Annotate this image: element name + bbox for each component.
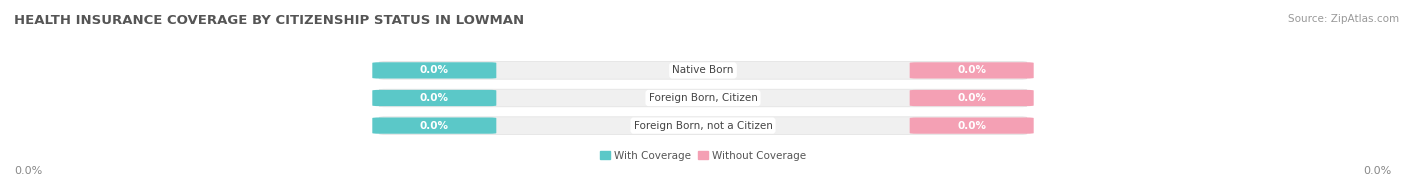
Legend: With Coverage, Without Coverage: With Coverage, Without Coverage bbox=[600, 151, 806, 161]
Text: 0.0%: 0.0% bbox=[957, 93, 986, 103]
FancyBboxPatch shape bbox=[380, 117, 1026, 134]
FancyBboxPatch shape bbox=[373, 62, 496, 79]
FancyBboxPatch shape bbox=[910, 62, 1033, 79]
Text: 0.0%: 0.0% bbox=[14, 166, 42, 176]
Text: Native Born: Native Born bbox=[672, 65, 734, 75]
Text: 0.0%: 0.0% bbox=[420, 93, 449, 103]
FancyBboxPatch shape bbox=[373, 117, 496, 134]
FancyBboxPatch shape bbox=[380, 62, 1026, 79]
Text: 0.0%: 0.0% bbox=[420, 121, 449, 131]
Text: Foreign Born, not a Citizen: Foreign Born, not a Citizen bbox=[634, 121, 772, 131]
Text: Foreign Born, Citizen: Foreign Born, Citizen bbox=[648, 93, 758, 103]
FancyBboxPatch shape bbox=[910, 117, 1033, 134]
Text: 0.0%: 0.0% bbox=[1364, 166, 1392, 176]
FancyBboxPatch shape bbox=[373, 90, 496, 106]
Text: HEALTH INSURANCE COVERAGE BY CITIZENSHIP STATUS IN LOWMAN: HEALTH INSURANCE COVERAGE BY CITIZENSHIP… bbox=[14, 14, 524, 27]
Text: 0.0%: 0.0% bbox=[957, 121, 986, 131]
FancyBboxPatch shape bbox=[910, 90, 1033, 106]
Text: 0.0%: 0.0% bbox=[957, 65, 986, 75]
Text: Source: ZipAtlas.com: Source: ZipAtlas.com bbox=[1288, 14, 1399, 24]
Text: 0.0%: 0.0% bbox=[420, 65, 449, 75]
FancyBboxPatch shape bbox=[380, 89, 1026, 107]
